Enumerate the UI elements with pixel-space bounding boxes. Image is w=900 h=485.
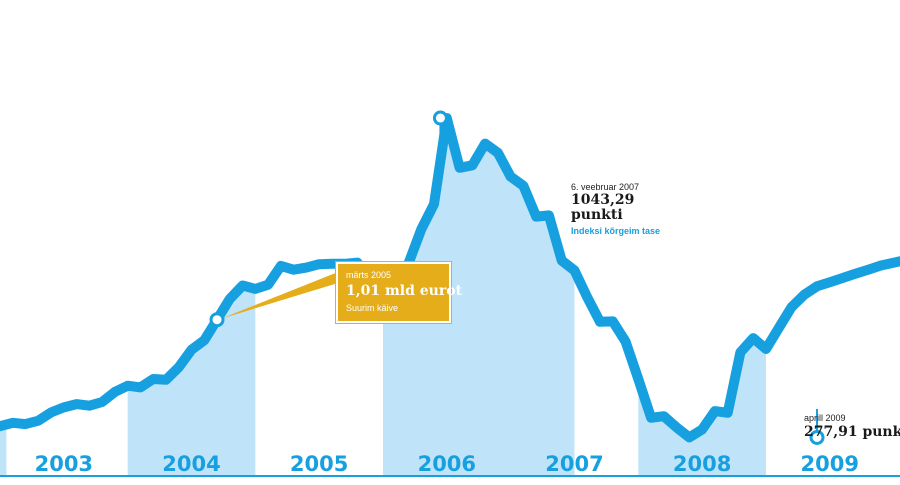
year-labels: 2003 2004 2005 2006 2007 2008 2009 — [35, 452, 859, 476]
peak-date: 6. veebruar 2007 — [571, 182, 640, 192]
low-date: aprill 2009 — [804, 413, 846, 423]
low-marker — [809, 429, 825, 445]
year-label-2004: 2004 — [162, 452, 220, 476]
peak-marker — [432, 110, 448, 126]
turnover-marker — [209, 312, 225, 328]
peak-note: Indeksi kõrgeim tase — [571, 226, 661, 236]
turnover-callout: märts 2005 1,01 mld eurot Suurim käive — [336, 262, 462, 323]
year-label-2007: 2007 — [545, 452, 603, 476]
year-label-2006: 2006 — [418, 452, 476, 476]
turnover-value: 1,01 mld eurot — [346, 283, 463, 299]
peak-unit: punkti — [571, 207, 623, 223]
year-label-2008: 2008 — [673, 452, 731, 476]
year-label-2003: 2003 — [35, 452, 93, 476]
low-value: 277,91 punkti — [804, 424, 900, 440]
turnover-note: Suurim käive — [346, 303, 399, 313]
peak-value: 1043,29 — [571, 192, 635, 208]
turnover-pointer — [221, 272, 338, 319]
year-label-2009: 2009 — [801, 452, 859, 476]
year-label-2005: 2005 — [290, 452, 348, 476]
turnover-date: märts 2005 — [346, 270, 392, 280]
annotation-markers — [209, 110, 825, 445]
